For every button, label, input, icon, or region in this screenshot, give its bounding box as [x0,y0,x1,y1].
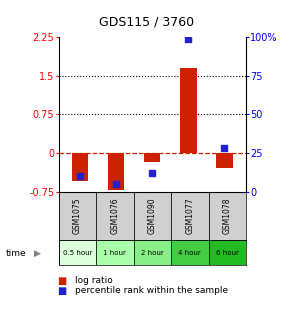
Bar [59,192,96,240]
Text: GSM1078: GSM1078 [223,197,232,234]
Bar [134,240,171,265]
Bar [72,153,88,181]
Text: 1 hour: 1 hour [103,250,126,256]
Bar [209,240,246,265]
Text: ■: ■ [57,286,67,296]
Bar [171,192,209,240]
Bar [108,153,125,190]
Bar [209,192,246,240]
Text: time: time [6,249,26,258]
Text: log ratio: log ratio [75,276,113,285]
Text: ■: ■ [57,276,67,286]
Bar [134,192,171,240]
Bar [180,68,197,153]
Text: GSM1077: GSM1077 [185,197,194,234]
Bar [96,240,134,265]
Text: GSM1075: GSM1075 [73,197,82,234]
Text: 2 hour: 2 hour [141,250,164,256]
Bar [96,192,134,240]
Text: GDS115 / 3760: GDS115 / 3760 [99,15,194,29]
Text: ▶: ▶ [34,249,40,258]
Bar [216,153,233,168]
Bar [144,153,161,162]
Text: GSM1076: GSM1076 [110,197,119,234]
Text: 6 hour: 6 hour [216,250,239,256]
Bar [171,240,209,265]
Bar [59,240,96,265]
Text: percentile rank within the sample: percentile rank within the sample [75,286,228,295]
Text: 0.5 hour: 0.5 hour [63,250,92,256]
Text: 4 hour: 4 hour [178,250,201,256]
Text: GSM1090: GSM1090 [148,197,157,234]
